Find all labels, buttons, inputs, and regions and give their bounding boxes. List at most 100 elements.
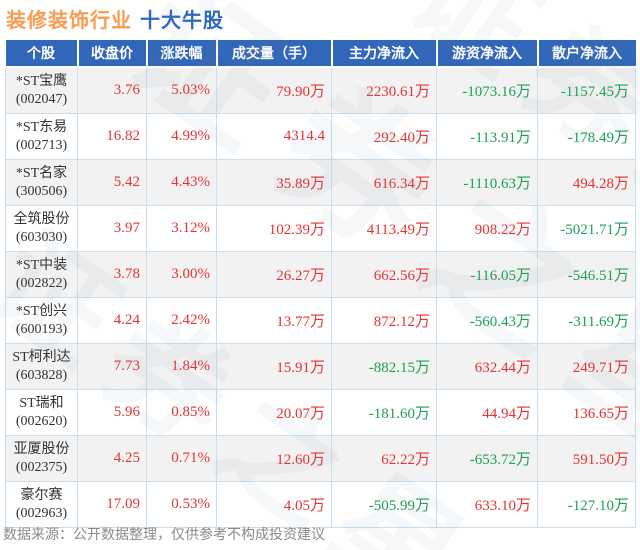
stock-code: (603828) <box>15 367 68 383</box>
hot-value: -1110.63万 <box>436 159 538 206</box>
stock-name: *ST创兴 <box>15 303 68 319</box>
title-industry: 装修装饰行业 <box>6 10 132 32</box>
stock-code: (002713) <box>15 137 68 153</box>
retail-value: -311.69万 <box>537 297 636 344</box>
volume-value: 20.07万 <box>216 389 332 436</box>
close-value: 3.76 <box>77 66 147 114</box>
close-value: 5.96 <box>77 389 147 436</box>
volume-value: 12.60万 <box>216 435 332 482</box>
stock-code: (002963) <box>15 505 68 521</box>
stock-code: (002822) <box>15 275 68 291</box>
main-value: -882.15万 <box>331 343 437 390</box>
stock-code: (600193) <box>15 321 68 337</box>
volume-value: 79.90万 <box>216 66 332 114</box>
change-value: 1.84% <box>146 343 217 390</box>
hot-value: -1073.16万 <box>436 66 538 114</box>
stock-name-cell: *ST中装 (002822) <box>5 251 78 298</box>
stock-code: (603030) <box>15 229 68 245</box>
stock-name-cell: *ST名家 (300506) <box>5 159 78 206</box>
change-value: 0.53% <box>146 481 217 528</box>
volume-value: 102.39万 <box>216 205 332 252</box>
volume-value: 13.77万 <box>216 297 332 344</box>
stocks-table: 个股 收盘价 涨跌幅 成交量（手） 主力净流入 游资净流入 散户净流入 *ST宝鹰 (0020… <box>5 40 636 528</box>
stock-code: (300506) <box>15 183 68 199</box>
hot-value: 908.22万 <box>436 205 538 252</box>
close-value: 16.82 <box>77 113 147 160</box>
table-row: 豪尔赛 (002963) 17.09 0.53% 4.05万 -505.99万 633.10… <box>5 481 636 528</box>
stock-name-cell: *ST东易 (002713) <box>5 113 78 160</box>
hot-value: 44.94万 <box>436 389 538 436</box>
header-row: 个股 收盘价 涨跌幅 成交量（手） 主力净流入 游资净流入 散户净流入 <box>5 40 636 68</box>
stock-name-cell: ST瑞和 (002620) <box>5 389 78 436</box>
stock-code: (002620) <box>15 413 68 429</box>
retail-value: -5021.71万 <box>537 205 636 252</box>
change-value: 4.43% <box>146 159 217 206</box>
stock-name: *ST宝鹰 <box>15 73 68 89</box>
close-value: 4.25 <box>77 435 147 482</box>
table-row: *ST名家 (300506) 5.42 4.43% 35.89万 616.34万 -1110… <box>5 159 636 206</box>
stock-name: *ST名家 <box>15 165 68 181</box>
column-header-1: 收盘价 <box>76 40 148 68</box>
change-value: 3.00% <box>146 251 217 298</box>
change-value: 2.42% <box>146 297 217 344</box>
retail-value: -178.49万 <box>537 113 636 160</box>
column-header-0: 个股 <box>5 40 79 68</box>
table-row: 亚厦股份 (002375) 4.25 0.71% 12.60万 62.22万 -653.72… <box>5 435 636 482</box>
retail-value: 494.28万 <box>537 159 636 206</box>
main-value: 4113.49万 <box>331 205 437 252</box>
hot-value: -560.43万 <box>436 297 538 344</box>
stock-name-cell: 全筑股份 (603030) <box>5 205 78 252</box>
close-value: 17.09 <box>77 481 147 528</box>
stock-code: (002047) <box>15 91 68 107</box>
change-value: 3.12% <box>146 205 217 252</box>
stock-name: *ST中装 <box>15 257 68 273</box>
main-value: 872.12万 <box>331 297 437 344</box>
main-value: 292.40万 <box>331 113 437 160</box>
stock-name-cell: 亚厦股份 (002375) <box>5 435 78 482</box>
hot-value: -653.72万 <box>436 435 538 482</box>
table-header: 个股 收盘价 涨跌幅 成交量（手） 主力净流入 游资净流入 散户净流入 <box>5 40 636 68</box>
table-row: *ST创兴 (600193) 4.24 2.42% 13.77万 872.12万 -560.… <box>5 297 636 344</box>
retail-value: -127.10万 <box>537 481 636 528</box>
volume-value: 4.05万 <box>216 481 332 528</box>
retail-value: -1157.45万 <box>537 66 636 114</box>
volume-value: 15.91万 <box>216 343 332 390</box>
retail-value: 249.71万 <box>537 343 636 390</box>
stock-name: 全筑股份 <box>13 211 70 227</box>
close-value: 3.78 <box>77 251 147 298</box>
column-header-4: 主力净流入 <box>330 40 438 68</box>
volume-value: 4314.4 <box>216 113 332 160</box>
change-value: 5.03% <box>146 66 217 114</box>
table-body: *ST宝鹰 (002047) 3.76 5.03% 79.90万 2230.61万 -107… <box>5 66 636 528</box>
main-value: 62.22万 <box>331 435 437 482</box>
retail-value: 591.50万 <box>537 435 636 482</box>
title-suffix: 十大牛股 <box>140 10 224 32</box>
volume-value: 35.89万 <box>216 159 332 206</box>
stock-name-cell: ST柯利达 (603828) <box>5 343 78 390</box>
main-value: 2230.61万 <box>331 66 437 114</box>
hot-value: -113.91万 <box>436 113 538 160</box>
stock-name: ST瑞和 <box>19 395 64 411</box>
stock-code: (002375) <box>15 459 68 475</box>
table-row: *ST宝鹰 (002047) 3.76 5.03% 79.90万 2230.61万 -107… <box>5 66 636 114</box>
main-value: 662.56万 <box>331 251 437 298</box>
hot-value: -116.05万 <box>436 251 538 298</box>
stock-name: 豪尔赛 <box>20 487 63 503</box>
table-row: ST瑞和 (002620) 5.96 0.85% 20.07万 -181.60万 44.94… <box>5 389 636 436</box>
retail-value: -546.51万 <box>537 251 636 298</box>
stock-name-cell: *ST宝鹰 (002047) <box>5 66 78 114</box>
stock-name: *ST东易 <box>15 119 68 135</box>
data-source-note: 数据来源：公开数据整理，仅供参考不构成投资建议 <box>3 526 325 542</box>
table-row: ST柯利达 (603828) 7.73 1.84% 15.91万 -882.15万 632.… <box>5 343 636 390</box>
stock-name: 亚厦股份 <box>13 441 70 457</box>
change-value: 0.71% <box>146 435 217 482</box>
table-row: 全筑股份 (603030) 3.97 3.12% 102.39万 4113.49万 908.… <box>5 205 636 252</box>
main-value: 616.34万 <box>331 159 437 206</box>
hot-value: 633.10万 <box>436 481 538 528</box>
close-value: 4.24 <box>77 297 147 344</box>
table-row: *ST东易 (002713) 16.82 4.99% 4314.4 292.40万 -113… <box>5 113 636 160</box>
column-header-5: 游资净流入 <box>435 40 539 68</box>
close-value: 5.42 <box>77 159 147 206</box>
stock-name: ST柯利达 <box>12 349 71 365</box>
